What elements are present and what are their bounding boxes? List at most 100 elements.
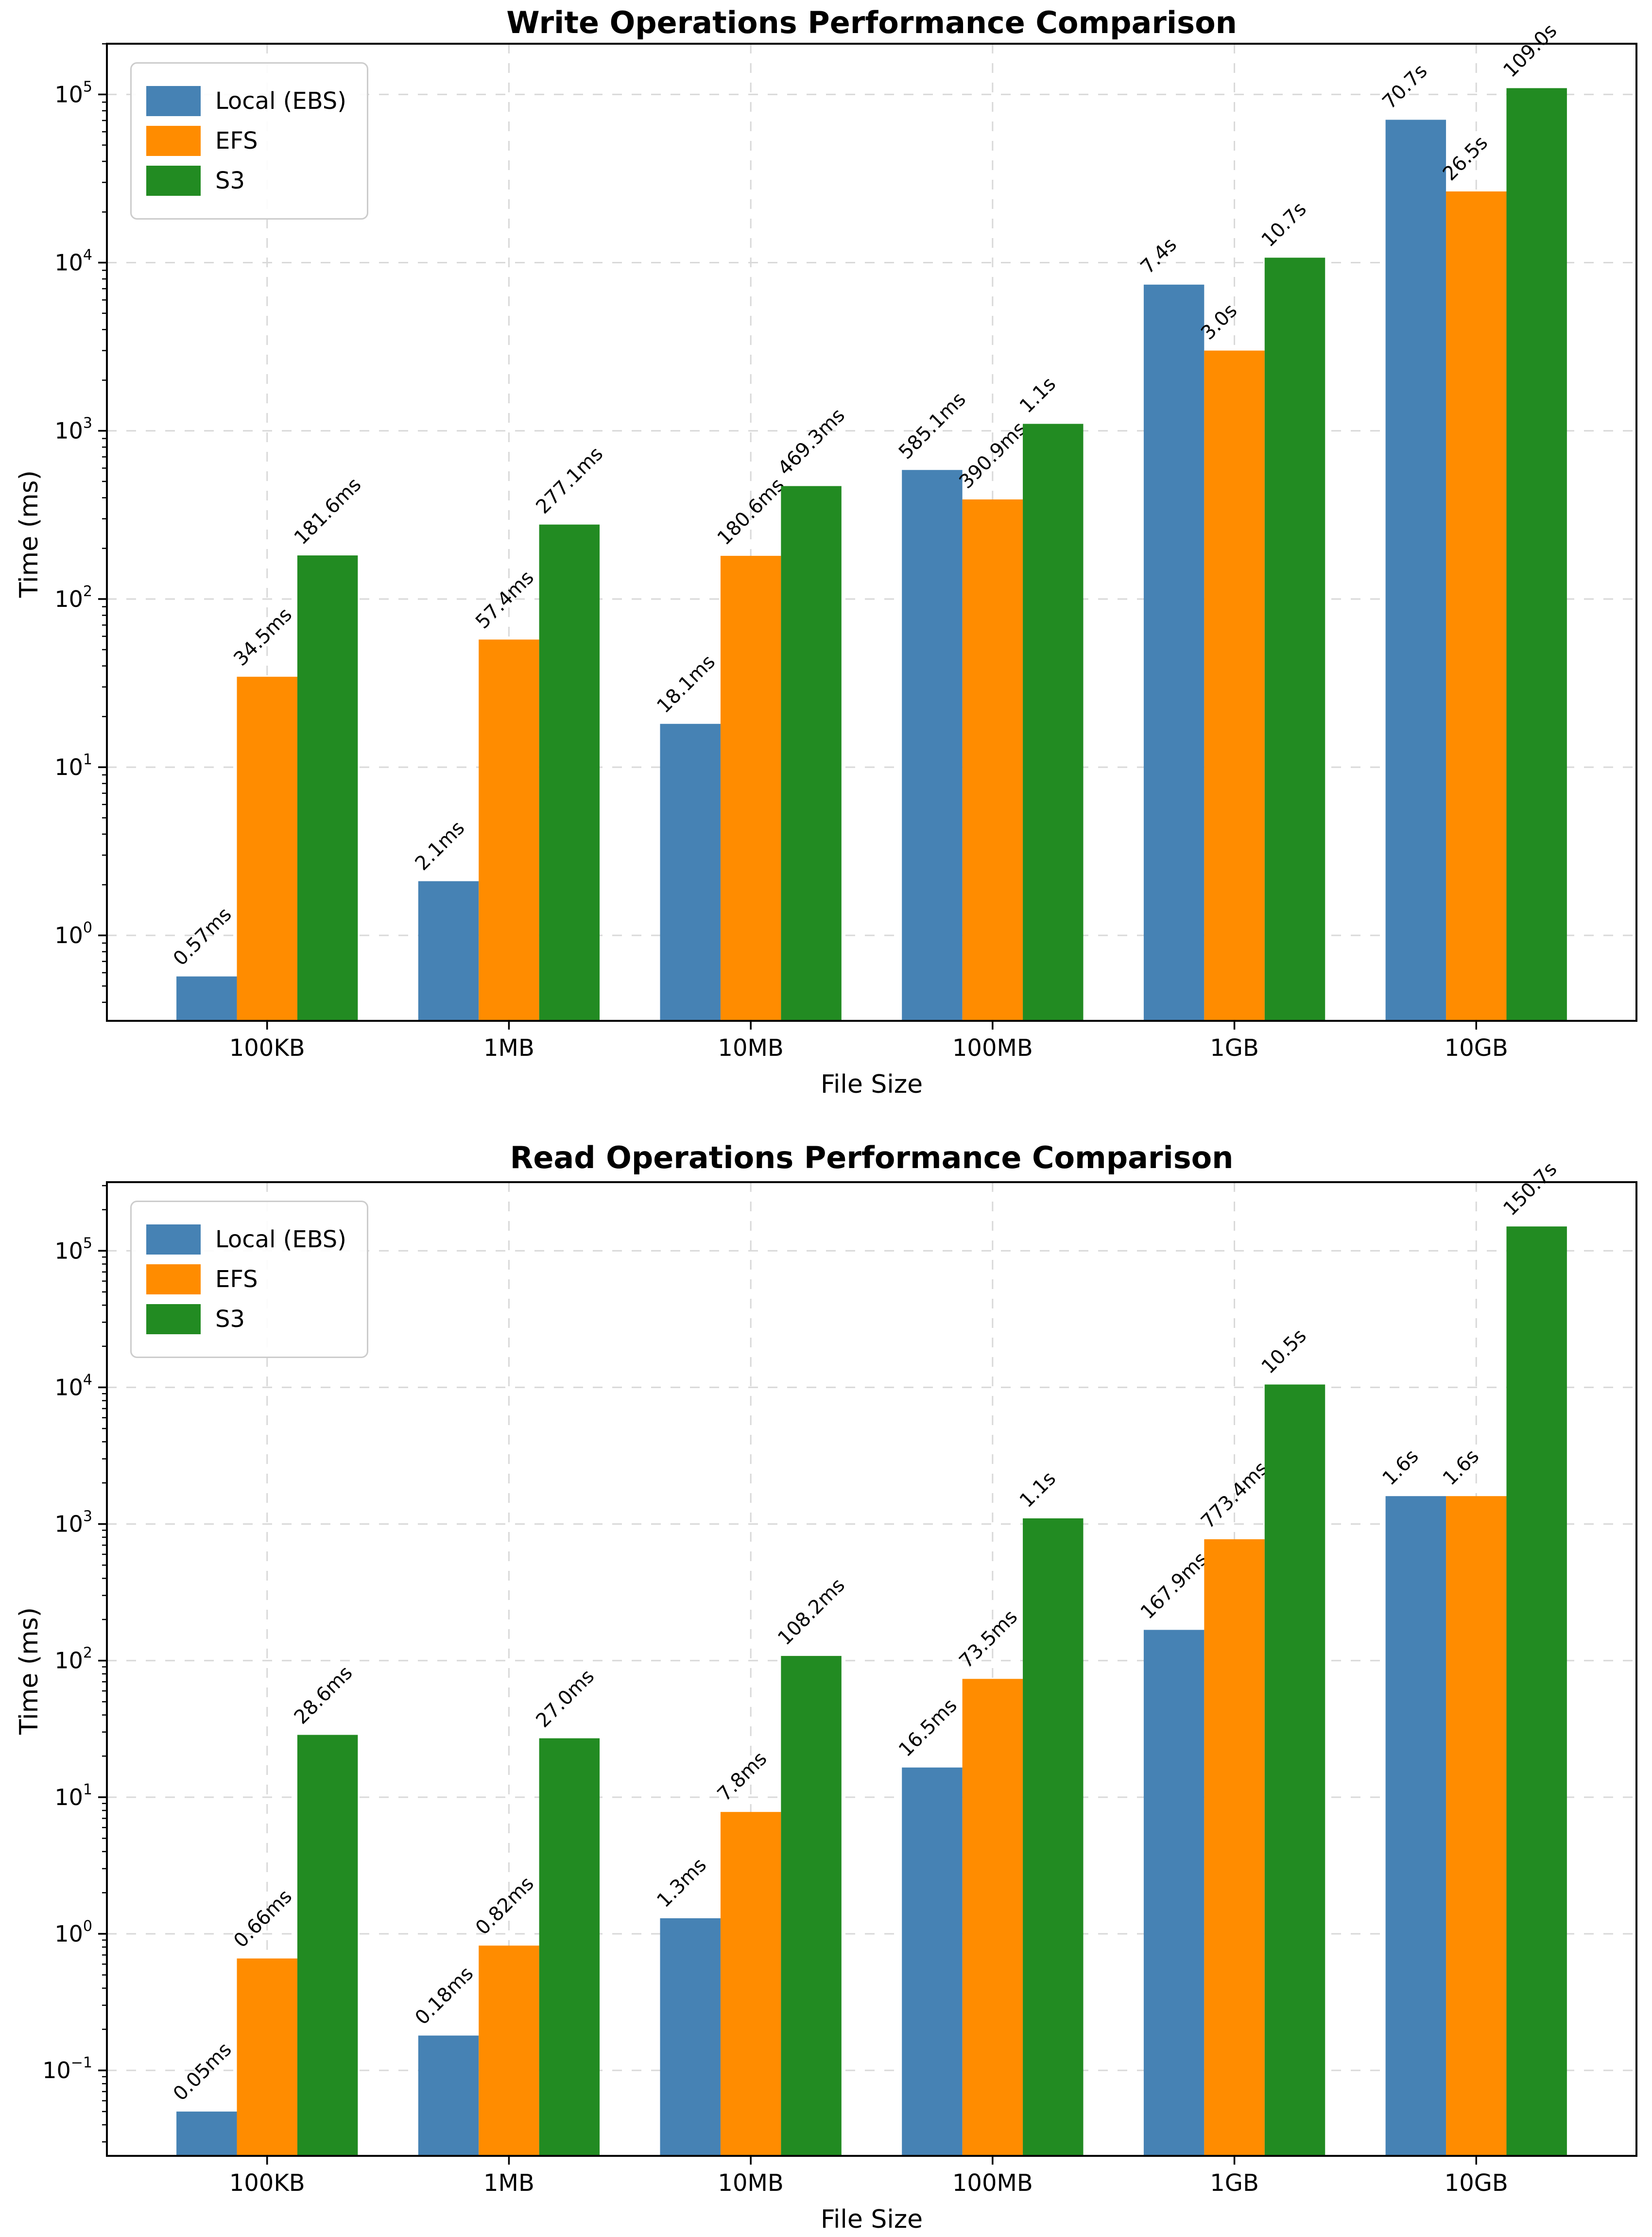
x-tick-label: 1MB	[483, 1034, 534, 1062]
y-tick-label: 103	[54, 415, 92, 444]
read-chart-xlabel: File Size	[820, 2205, 923, 2234]
bar-value-label: 18.1ms	[653, 651, 720, 718]
x-tick-label: 100MB	[952, 1034, 1033, 1062]
bar-value-label: 26.5s	[1439, 132, 1492, 185]
bar-local-ebs--100kb	[176, 976, 237, 1020]
x-tick-label: 100MB	[952, 2169, 1033, 2197]
y-tick-label: 101	[54, 1781, 92, 1810]
legend-label: EFS	[215, 127, 258, 155]
y-tick-label: 102	[54, 583, 92, 612]
y-tick-label: 104	[54, 247, 92, 276]
y-tick-label: 104	[54, 1371, 92, 1400]
bar-value-label: 10.5s	[1257, 1325, 1311, 1378]
bar-local-ebs--100kb	[176, 2111, 237, 2155]
bar-efs-100mb	[962, 1679, 1023, 2155]
bar-value-label: 469.3ms	[774, 404, 849, 480]
legend-item: EFS	[146, 126, 346, 156]
x-tick-label: 10GB	[1445, 2169, 1508, 2197]
bar-efs-1mb	[479, 639, 539, 1020]
y-tick-label: 10−1	[42, 2054, 92, 2083]
bar-efs-10gb	[1446, 1496, 1507, 2155]
bar-efs-1mb	[479, 1945, 539, 2155]
legend-item: EFS	[146, 1264, 346, 1294]
bar-s3-10gb	[1506, 88, 1567, 1020]
legend-swatch-icon	[146, 1264, 201, 1294]
bar-s3-100kb	[297, 1735, 358, 2155]
bar-value-label: 16.5ms	[895, 1694, 962, 1761]
x-tick-label: 1GB	[1210, 2169, 1259, 2197]
bar-value-label: 2.1ms	[411, 817, 469, 875]
bar-value-label: 108.2ms	[774, 1574, 849, 1650]
write-chart-plot: 0.57ms 2.1ms 18.1ms 585.1ms 7.4s 70.7s 34.5ms 5…	[54, 19, 1637, 1062]
x-tick-label: 1GB	[1210, 1034, 1259, 1062]
bar-efs-10mb	[720, 1812, 781, 2155]
bar-value-label: 167.9ms	[1136, 1548, 1212, 1624]
write-chart-ylabel: Time (ms)	[15, 470, 44, 598]
bar-s3-10gb	[1506, 1226, 1567, 2155]
bar-s3-1gb	[1264, 1384, 1325, 2155]
bar-efs-100kb	[237, 1958, 297, 2155]
y-tick-label: 100	[54, 919, 92, 948]
bar-efs-10mb	[720, 555, 781, 1020]
bar-efs-100mb	[962, 499, 1023, 1020]
bar-value-label: 70.7s	[1378, 60, 1431, 113]
bar-local-ebs--1gb	[1143, 284, 1205, 1020]
bar-s3-100mb	[1023, 1518, 1084, 2155]
bar-value-label: 28.6ms	[290, 1662, 357, 1729]
bar-s3-10mb	[781, 1656, 842, 2155]
read-chart-title: Read Operations Performance Comparison	[510, 1140, 1234, 1175]
write-chart-legend: Local (EBS) EFS S3	[130, 62, 368, 220]
bar-value-label: 1.6s	[1378, 1445, 1423, 1490]
bar-local-ebs--10gb	[1385, 120, 1446, 1020]
bar-s3-1gb	[1264, 258, 1325, 1020]
bar-value-label: 390.9ms	[955, 417, 1031, 493]
bar-efs-1gb	[1204, 350, 1265, 1020]
bar-value-label: 7.8ms	[713, 1747, 772, 1806]
legend-swatch-icon	[146, 1224, 201, 1255]
bar-local-ebs--10mb	[660, 1918, 721, 2155]
y-tick-label: 101	[54, 751, 92, 780]
x-tick-label: 10GB	[1445, 1034, 1508, 1062]
bar-value-label: 57.4ms	[471, 567, 538, 634]
bar-value-label: 73.5ms	[955, 1606, 1022, 1673]
bar-local-ebs--1mb	[418, 2035, 479, 2155]
bar-local-ebs--1mb	[418, 881, 479, 1020]
bar-value-label: 0.82ms	[471, 1873, 538, 1940]
y-tick-label: 105	[54, 78, 92, 107]
bar-value-label: 10.7s	[1257, 198, 1311, 251]
x-tick-label: 100KB	[229, 1034, 305, 1062]
bar-value-label: 0.18ms	[411, 1962, 478, 2030]
bar-value-label: 181.6ms	[290, 473, 366, 549]
legend-swatch-icon	[146, 126, 201, 156]
legend-item: Local (EBS)	[146, 1224, 346, 1255]
bar-value-label: 0.05ms	[169, 2038, 236, 2105]
bar-value-label: 34.5ms	[229, 603, 296, 671]
write-chart-title: Write Operations Performance Comparison	[506, 5, 1237, 40]
y-tick-label: 100	[54, 1918, 92, 1947]
bar-s3-1mb	[539, 524, 600, 1020]
y-tick-label: 103	[54, 1508, 92, 1537]
bar-efs-10gb	[1446, 191, 1507, 1020]
read-chart-legend: Local (EBS) EFS S3	[130, 1201, 368, 1358]
legend-swatch-icon	[146, 1304, 201, 1334]
bar-value-label: 1.3ms	[653, 1854, 711, 1912]
bar-value-label: 585.1ms	[895, 388, 970, 464]
bar-local-ebs--100mb	[902, 1767, 963, 2155]
legend-swatch-icon	[146, 86, 201, 116]
legend-label: Local (EBS)	[215, 1226, 346, 1253]
legend-item: S3	[146, 1304, 346, 1334]
read-chart-ylabel: Time (ms)	[15, 1607, 44, 1735]
x-tick-label: 100KB	[229, 2169, 305, 2197]
bar-s3-100kb	[297, 555, 358, 1020]
x-tick-label: 10MB	[718, 2169, 783, 2197]
write-chart-xlabel: File Size	[820, 1070, 923, 1099]
legend-label: S3	[215, 1306, 245, 1333]
legend-item: S3	[146, 166, 346, 196]
bar-efs-100kb	[237, 676, 297, 1020]
legend-item: Local (EBS)	[146, 86, 346, 116]
bar-value-label: 7.4s	[1136, 234, 1181, 278]
bar-s3-100mb	[1023, 424, 1084, 1020]
bar-s3-1mb	[539, 1738, 600, 2155]
legend-label: Local (EBS)	[215, 87, 346, 115]
